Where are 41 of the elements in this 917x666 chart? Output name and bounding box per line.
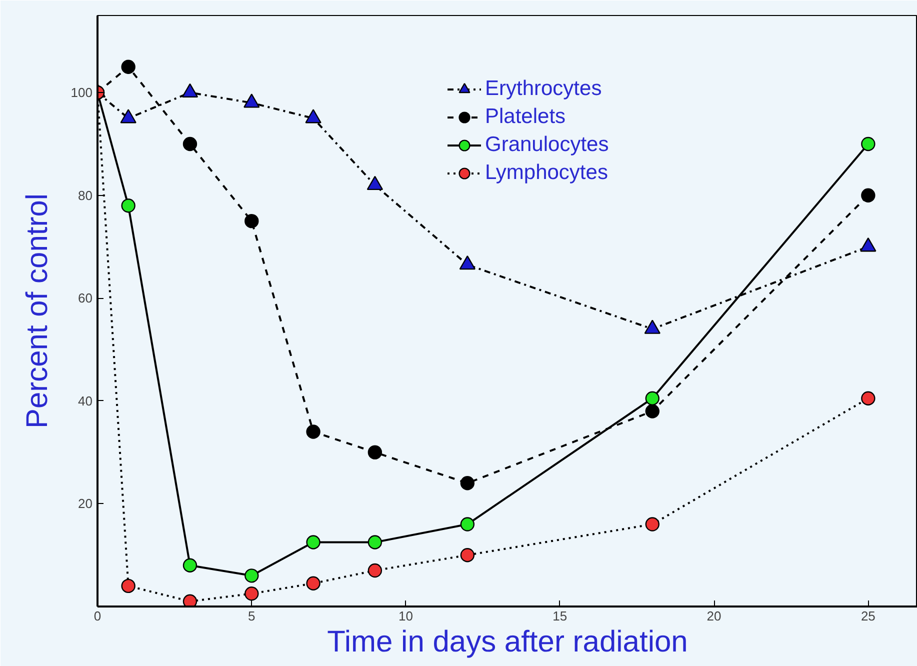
y-tick-label: 40 [78,393,93,408]
point [182,558,198,572]
point [121,60,136,74]
x-tick-label: 25 [860,608,876,624]
point [460,548,475,562]
point [244,214,259,228]
legend-label: Granulocytes [485,132,609,158]
point [306,535,320,550]
point [121,578,136,594]
point [244,568,259,583]
point [244,586,259,601]
y-tick-label: 100 [70,85,93,100]
point [460,476,475,490]
y-tick-label: 20 [78,496,93,512]
x-tick-label: 20 [706,608,722,624]
point [645,391,660,406]
point [121,198,136,213]
y-axis-title: Percent of control [20,193,54,429]
point [368,445,382,460]
point [460,517,475,532]
legend-label: Erythrocytes [485,76,602,102]
point [182,594,198,606]
x-tick-label: 10 [398,608,414,624]
x-axis-title: Time in days after radiation [327,626,688,658]
point [861,188,876,202]
point [368,535,382,550]
y-tick-label: 60 [78,290,93,306]
legend-label: Lymphocytes [485,160,608,186]
legend-label: Platelets [485,104,566,130]
point [306,576,320,590]
point [368,563,382,578]
point [645,517,660,532]
point [182,136,198,152]
point [645,404,660,418]
x-tick-label: 0 [94,608,102,624]
x-tick-label: 15 [552,608,568,624]
point [861,136,876,152]
x-tick-label: 5 [248,608,256,624]
point [861,391,876,406]
y-tick-label: 80 [78,188,93,203]
point [306,424,320,439]
